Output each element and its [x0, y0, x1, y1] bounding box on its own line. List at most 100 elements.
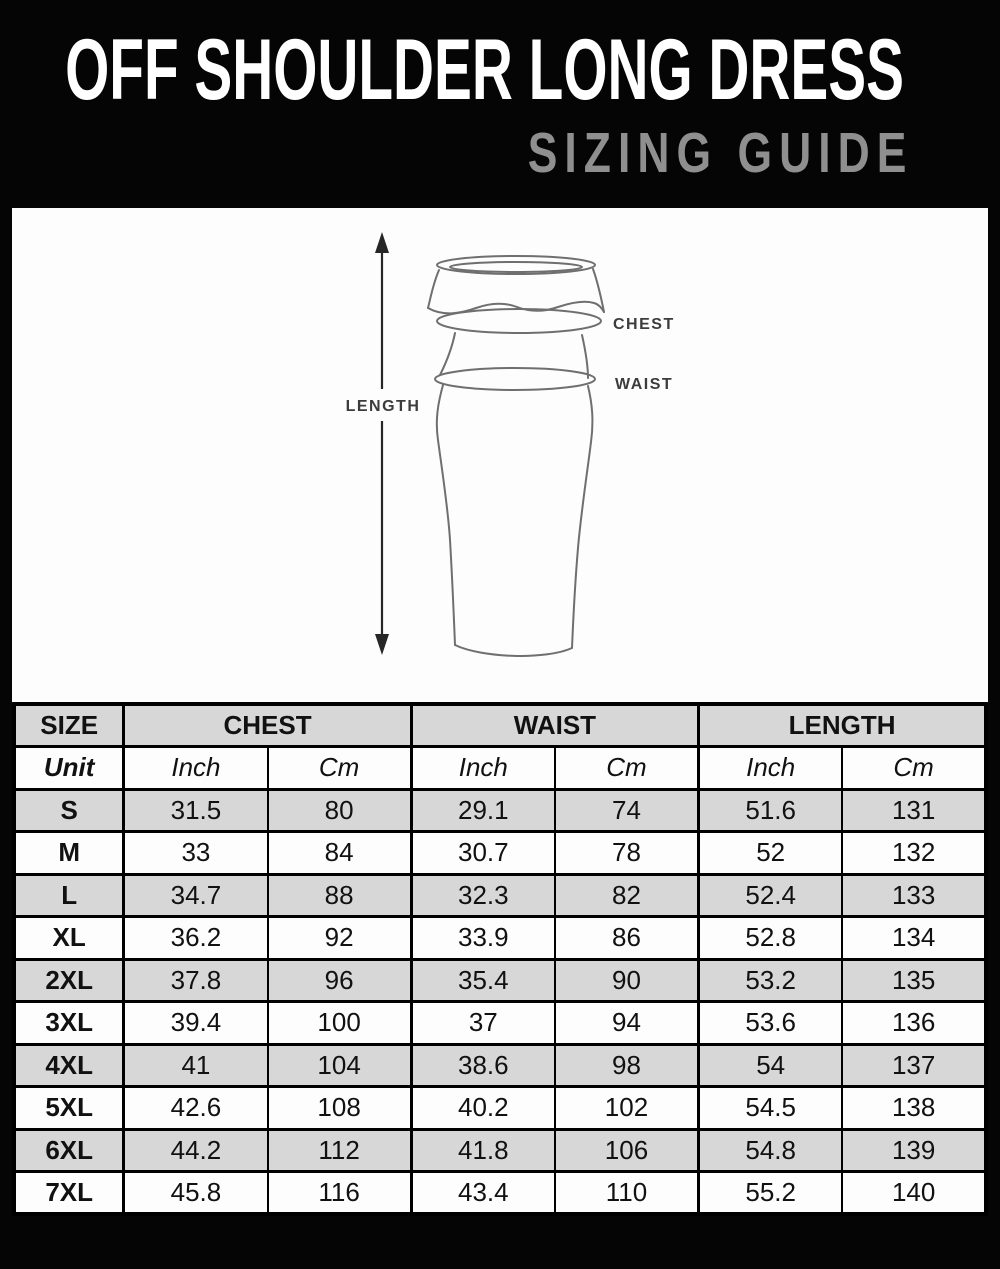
table-cell: 136 [841, 1000, 986, 1046]
size-label-cell: XL [14, 915, 124, 961]
table-cell: 35.4 [409, 957, 555, 1003]
table-cell: 41 [122, 1042, 268, 1088]
table-cell: 51.6 [697, 787, 843, 833]
size-label-cell: 3XL [14, 1000, 124, 1046]
table-cell: 135 [841, 957, 986, 1003]
dress-diagram-panel: LENGTH CHEST WAIST [12, 208, 988, 702]
length-label: LENGTH [346, 398, 421, 415]
table-cell: 110 [553, 1170, 699, 1216]
table-cell: 39.4 [122, 1000, 268, 1046]
table-unit-row: Unit Inch Cm Inch Cm Inch Cm [14, 745, 986, 791]
table-cell: 44.2 [122, 1127, 268, 1173]
size-label-cell: 6XL [14, 1127, 124, 1173]
table-cell: 29.1 [409, 787, 555, 833]
table-cell: 112 [266, 1127, 412, 1173]
table-row: 5XL 42.6 108 40.2 102 54.5 138 [14, 1085, 986, 1131]
table-row: 3XL 39.4 100 37 94 53.6 136 [14, 1000, 986, 1046]
unit-cell: Inch [697, 745, 843, 791]
table-cell: 96 [266, 957, 412, 1003]
dress-sketch [427, 255, 605, 657]
table-cell: 52.4 [697, 872, 843, 918]
table-cell: 42.6 [122, 1085, 268, 1131]
table-row: 7XL 45.8 116 43.4 110 55.2 140 [14, 1170, 986, 1216]
table-cell: 138 [841, 1085, 986, 1131]
unit-cell: Inch [409, 745, 555, 791]
page-title: OFF SHOULDER LONG DRESS [65, 21, 904, 118]
column-header-chest: CHEST [122, 702, 412, 748]
unit-cell: Cm [553, 745, 699, 791]
table-cell: 54 [697, 1042, 843, 1088]
table-cell: 137 [841, 1042, 986, 1088]
column-header-size: SIZE [14, 702, 124, 748]
table-cell: 106 [553, 1127, 699, 1173]
table-row: 6XL 44.2 112 41.8 106 54.8 139 [14, 1127, 986, 1173]
table-cell: 30.7 [409, 830, 555, 876]
table-row: 2XL 37.8 96 35.4 90 53.2 135 [14, 957, 986, 1003]
size-label-cell: 4XL [14, 1042, 124, 1088]
table-row: L 34.7 88 32.3 82 52.4 133 [14, 872, 986, 918]
masthead: OFF SHOULDER LONG DRESS SIZING GUIDE [0, 0, 1000, 208]
table-cell: 92 [266, 915, 412, 961]
column-header-waist: WAIST [409, 702, 699, 748]
table-cell: 98 [553, 1042, 699, 1088]
column-header-length: LENGTH [697, 702, 986, 748]
table-cell: 102 [553, 1085, 699, 1131]
table-cell: 86 [553, 915, 699, 961]
unit-cell: Cm [841, 745, 986, 791]
table-cell: 133 [841, 872, 986, 918]
table-cell: 33 [122, 830, 268, 876]
table-cell: 82 [553, 872, 699, 918]
table-cell: 78 [553, 830, 699, 876]
size-table: SIZE CHEST WAIST LENGTH Unit Inch Cm Inc… [12, 702, 988, 1216]
waist-label: WAIST [615, 376, 673, 393]
unit-cell: Cm [266, 745, 412, 791]
table-cell: 40.2 [409, 1085, 555, 1131]
table-cell: 37 [409, 1000, 555, 1046]
table-cell: 45.8 [122, 1170, 268, 1216]
table-cell: 33.9 [409, 915, 555, 961]
table-group-header-row: SIZE CHEST WAIST LENGTH [14, 702, 986, 748]
table-cell: 90 [553, 957, 699, 1003]
length-label-backing [342, 389, 424, 421]
table-cell: 37.8 [122, 957, 268, 1003]
size-label-cell: S [14, 787, 124, 833]
table-row: XL 36.2 92 33.9 86 52.8 134 [14, 915, 986, 961]
table-cell: 80 [266, 787, 412, 833]
table-cell: 116 [266, 1170, 412, 1216]
table-cell: 52 [697, 830, 843, 876]
table-cell: 54.8 [697, 1127, 843, 1173]
table-cell: 43.4 [409, 1170, 555, 1216]
size-label-cell: 5XL [14, 1085, 124, 1131]
table-cell: 53.6 [697, 1000, 843, 1046]
table-cell: 134 [841, 915, 986, 961]
unit-cell: Inch [122, 745, 268, 791]
table-cell: 132 [841, 830, 986, 876]
table-cell: 100 [266, 1000, 412, 1046]
size-label-cell: 7XL [14, 1170, 124, 1216]
content-area: LENGTH CHEST WAIST SIZE CHEST WAIST LENG… [0, 208, 1000, 1216]
table-cell: 32.3 [409, 872, 555, 918]
size-label-cell: 2XL [14, 957, 124, 1003]
dress-diagram: LENGTH CHEST WAIST [342, 232, 675, 657]
table-cell: 140 [841, 1170, 986, 1216]
table-cell: 52.8 [697, 915, 843, 961]
unit-cell: Unit [14, 745, 124, 791]
length-arrow-icon [375, 232, 389, 655]
size-label-cell: L [14, 872, 124, 918]
table-cell: 104 [266, 1042, 412, 1088]
table-cell: 54.5 [697, 1085, 843, 1131]
page-subtitle: SIZING GUIDE [527, 120, 913, 185]
table-row: 4XL 41 104 38.6 98 54 137 [14, 1042, 986, 1088]
table-cell: 34.7 [122, 872, 268, 918]
table-cell: 31.5 [122, 787, 268, 833]
table-cell: 36.2 [122, 915, 268, 961]
table-cell: 74 [553, 787, 699, 833]
table-row: S 31.5 80 29.1 74 51.6 131 [14, 787, 986, 833]
table-cell: 55.2 [697, 1170, 843, 1216]
table-cell: 94 [553, 1000, 699, 1046]
chest-label: CHEST [613, 316, 675, 333]
size-label-cell: M [14, 830, 124, 876]
table-cell: 41.8 [409, 1127, 555, 1173]
size-table-body: Unit Inch Cm Inch Cm Inch Cm S 31.5 80 29.1… [14, 745, 986, 1216]
